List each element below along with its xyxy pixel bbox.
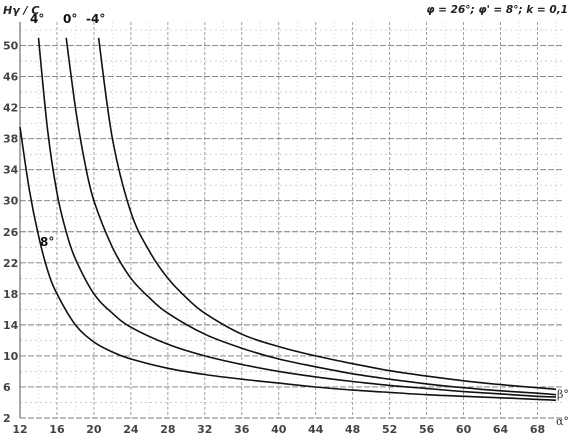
y-tick-label: 38	[3, 133, 18, 146]
y-tick-label: 14	[3, 319, 19, 332]
y-tick-label: 50	[3, 40, 19, 53]
y-tick-label: 30	[3, 195, 19, 208]
x-tick-label: 12	[12, 423, 27, 436]
y-tick-label: 22	[3, 257, 18, 270]
y-tick-label: 26	[3, 226, 19, 239]
series-line-2	[65, 37, 557, 396]
x-tick-label: 36	[234, 423, 250, 436]
curve-label-minus-4: -4°	[86, 12, 105, 26]
y-tick-label: 18	[3, 288, 18, 301]
y-tick-label: 6	[3, 381, 11, 394]
x-tick-label: 64	[493, 423, 509, 436]
alpha-axis-symbol: α°	[556, 415, 569, 428]
curve-label-8: 8°	[40, 235, 54, 249]
y-tick-label: 10	[3, 350, 19, 363]
x-tick-label: 20	[86, 423, 102, 436]
curves	[19, 37, 557, 401]
series-line-0	[19, 126, 557, 401]
x-tick-label: 56	[419, 423, 435, 436]
y-tick-label: 2	[3, 412, 11, 425]
curve-label-4: 4°	[30, 12, 44, 26]
y-axis-label: Hγ / C	[3, 4, 39, 17]
x-tick-label: 16	[49, 423, 65, 436]
series-line-3	[97, 37, 557, 391]
x-tick-label: 44	[308, 423, 324, 436]
x-tick-label: 28	[160, 423, 175, 436]
x-tick-label: 32	[197, 423, 212, 436]
y-tick-label: 34	[3, 164, 19, 177]
x-tick-label: 48	[345, 423, 360, 436]
y-tick-label: 46	[3, 71, 19, 84]
x-tick-label: 60	[456, 423, 472, 436]
series-line-1	[37, 37, 557, 398]
beta-axis-symbol: β°	[557, 388, 569, 401]
x-tick-label: 40	[271, 423, 287, 436]
x-tick-label: 52	[382, 423, 397, 436]
x-tick-label: 68	[530, 423, 545, 436]
parameters-label: φ = 26°; φ' = 8°; k = 0,1	[426, 4, 568, 16]
x-tick-label: 24	[123, 423, 139, 436]
y-tick-label: 42	[3, 102, 18, 115]
grid	[19, 22, 564, 419]
curve-label-0: 0°	[63, 12, 77, 26]
